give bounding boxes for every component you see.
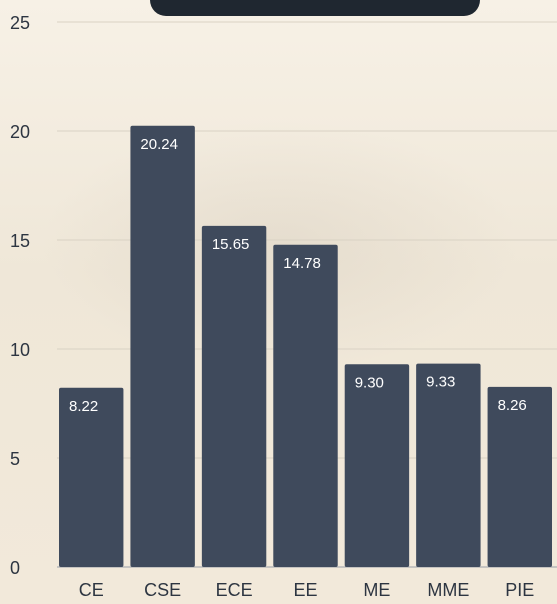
y-tick-label: 15: [10, 231, 30, 251]
bars: 8.22 20.24 15.65 14.78 9.30 9.33 8.26: [59, 125, 552, 567]
x-category-label: MME: [427, 580, 469, 600]
bar-ece: [201, 225, 267, 567]
bar-value-label: 14.78: [283, 255, 321, 272]
x-category-label: PIE: [505, 580, 534, 600]
y-tick-label: 5: [10, 449, 20, 469]
bar-value-label: 20.24: [140, 136, 178, 153]
bar-cse: [130, 125, 195, 567]
bar-value-label: 8.22: [69, 398, 98, 415]
bar-ee: [273, 244, 338, 567]
bar-pie: [487, 386, 552, 567]
bar-mme: [416, 363, 481, 567]
bar-value-label: 8.26: [498, 397, 527, 414]
x-axis-categories: CE CSE ECE EE ME MME PIE: [79, 580, 535, 600]
y-axis-ticks: 0 5 10 15 20 25: [10, 13, 30, 578]
background-shape: [150, 0, 480, 16]
x-category-label: EE: [293, 580, 317, 600]
x-category-label: ECE: [216, 580, 253, 600]
bar-value-label: 9.30: [355, 374, 384, 391]
bar-me: [344, 364, 410, 567]
bar-ce: [59, 387, 124, 567]
y-tick-label: 20: [10, 122, 30, 142]
y-tick-label: 10: [10, 340, 30, 360]
y-tick-label: 25: [10, 13, 30, 33]
bar-value-label: 9.33: [426, 374, 455, 391]
x-category-label: ME: [363, 580, 390, 600]
x-category-label: CSE: [144, 580, 181, 600]
bar-value-label: 15.65: [212, 236, 250, 253]
x-category-label: CE: [79, 580, 104, 600]
y-tick-label: 0: [10, 558, 20, 578]
